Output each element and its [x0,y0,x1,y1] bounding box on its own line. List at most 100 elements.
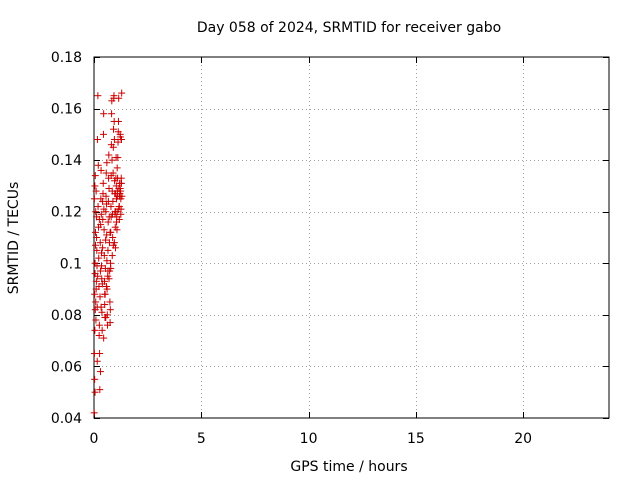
y-tick-label: 0.18 [51,50,82,66]
data-point [93,136,101,144]
x-axis-label: GPS time / hours [290,459,407,475]
data-point [108,110,116,118]
data-point [114,154,122,162]
y-tick-label: 0.04 [51,411,82,427]
data-point [95,321,103,329]
data-point [110,136,118,144]
data-point [110,92,118,100]
data-point [93,246,101,254]
data-point [113,164,121,172]
data-point [92,228,100,236]
data-point [91,388,99,396]
data-point [96,267,104,275]
grid [94,57,609,418]
data-point [102,192,110,200]
data-point [102,313,110,321]
data-point [96,368,104,376]
data-point [101,290,109,298]
data-point [111,244,119,252]
x-tick-label: 10 [300,431,318,447]
x-tick-labels: 0 5 10 15 20 [90,431,533,447]
data-point [91,375,99,383]
data-point [100,252,108,260]
data-point [115,94,123,102]
data-point [114,117,122,125]
data-point [97,221,105,229]
data-point [92,187,100,195]
x-tick-label: 0 [90,431,99,447]
data-point [109,169,117,177]
data-point [105,275,113,283]
data-point [93,234,101,241]
data-point [92,298,100,306]
data-point [113,218,121,226]
data-point [110,125,118,133]
data-point [107,203,115,211]
data-point [98,326,106,334]
data-point [91,172,99,180]
data-point [103,159,111,167]
data-point [94,161,102,169]
data-point [116,185,124,193]
data-point [98,262,106,270]
data-point [113,226,121,234]
y-tick-label: 0.12 [51,205,82,221]
data-point [102,208,110,216]
scatter-points [90,89,126,417]
y-axis-label: SRMTID / TECUs [6,182,22,295]
data-point [97,303,105,311]
data-point [109,197,117,205]
data-point [101,277,109,285]
data-point [92,241,100,249]
data-point [96,386,104,394]
y-tick-label: 0.14 [51,153,82,169]
data-point [99,179,107,187]
data-point [104,218,112,226]
chart-title: Day 058 of 2024, SRMTID for receiver gab… [197,20,501,36]
x-tick-label: 20 [514,431,532,447]
data-point [115,203,123,211]
x-tick-label: 5 [197,431,206,447]
data-point [95,215,103,223]
data-point [91,182,99,190]
data-point [91,290,99,298]
y-tick-label: 0.1 [60,256,82,272]
data-point [103,257,111,265]
data-point [108,156,116,164]
data-point [100,334,108,342]
data-point [104,246,112,254]
data-point [96,350,104,358]
data-point [101,301,109,309]
data-point [91,326,99,334]
data-point [97,210,105,218]
data-point [109,143,117,151]
data-point [96,293,104,301]
data-point [100,226,108,234]
data-point [117,179,125,187]
data-point [100,110,108,118]
data-point [90,409,98,417]
data-point [98,308,106,316]
data-point [92,208,100,216]
data-point [94,272,102,280]
data-point [99,130,107,138]
y-tick-label: 0.06 [51,359,82,375]
data-point [90,195,98,203]
data-point [102,236,110,244]
data-point [96,239,104,247]
data-point [107,264,115,272]
data-point [118,89,126,97]
data-point [106,319,114,327]
y-tick-label: 0.08 [51,308,82,324]
data-point [102,169,110,177]
data-point [106,228,114,236]
y-tick-labels: 0.04 0.06 0.08 0.1 0.12 0.14 0.16 0.18 [51,50,82,427]
data-point [95,331,103,339]
data-point [99,197,107,205]
data-point [114,192,122,200]
data-point [107,213,115,221]
data-point [108,252,116,260]
data-point [105,151,113,159]
